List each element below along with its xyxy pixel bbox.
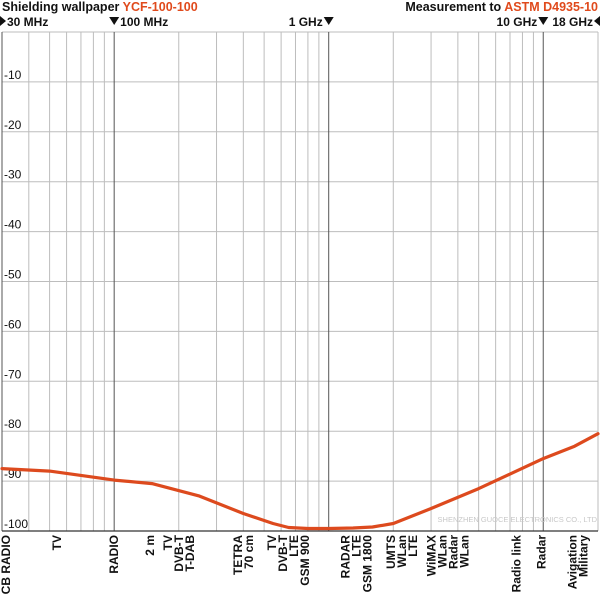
freq-marker-label: 18 GHz: [552, 15, 593, 29]
band-label: 2 m: [143, 535, 157, 556]
y-axis: -10-20-30-40-50-60-70-80-90-100: [4, 68, 28, 531]
header-model: YCF-100-100: [123, 0, 198, 14]
y-tick-label: -10: [4, 68, 22, 82]
band-label-line: LTE: [406, 535, 420, 557]
y-tick-label: -100: [4, 517, 28, 531]
band-label-line: Military: [576, 535, 590, 577]
down-arrow-icon: [323, 17, 334, 25]
y-tick-label: -70: [4, 367, 22, 381]
band-label-line: WLan: [458, 535, 472, 568]
freq-marker: 30 MHz: [0, 15, 48, 29]
left-arrow-icon: [594, 16, 600, 26]
band-label: RADIO: [107, 535, 121, 574]
band-label-line: RADIO: [107, 535, 121, 574]
band-label-line: WLan: [395, 535, 409, 568]
band-label: Radio link: [509, 535, 523, 593]
y-tick-label: -60: [4, 317, 22, 331]
freq-marker-label: 1 GHz: [289, 15, 323, 29]
band-label-line: CB RADIO: [0, 535, 13, 594]
band-label-line: Radar: [447, 535, 461, 569]
band-label-line: TV: [50, 535, 64, 550]
band-label-line: LTE: [287, 535, 301, 557]
band-label-line: Avigation: [565, 535, 579, 589]
freq-marker-label: 10 GHz: [497, 15, 538, 29]
band-label-line: Radio link: [509, 535, 523, 593]
freq-marker: 18 GHz: [552, 15, 600, 29]
header-right-prefix: Measurement to: [405, 0, 504, 14]
y-tick-label: -50: [4, 268, 22, 282]
band-label-line: UMTS: [384, 535, 398, 569]
freq-marker: 10 GHz: [497, 15, 549, 29]
y-tick-label: -30: [4, 168, 22, 182]
band-label-line: LTE: [350, 535, 364, 557]
freq-marker-label: 100 MHz: [120, 15, 168, 29]
header-left-prefix: Shielding wallpaper: [2, 0, 123, 14]
band-label-line: WiMAX: [425, 535, 439, 576]
band-label-line: 70 cm: [242, 535, 256, 569]
band-label-line: DVB-T: [276, 534, 290, 571]
band-label: CB RADIO: [0, 535, 13, 594]
band-label-line: RADAR: [339, 535, 353, 579]
band-label-line: DVB-T: [172, 534, 186, 571]
band-label-line: TETRA: [231, 535, 245, 575]
band-label: TV: [50, 535, 64, 550]
y-tick-label: -40: [4, 218, 22, 232]
header-left: Shielding wallpaper YCF-100-100: [2, 0, 198, 14]
band-label-line: GSM 1800: [361, 535, 375, 593]
frequency-markers: 30 MHz 100 MHz 1 GHz 10 GHz 18 GHz: [0, 15, 600, 29]
down-arrow-icon: [109, 17, 120, 25]
y-tick-label: -80: [4, 417, 22, 431]
header-standard: ASTM D4935-10: [504, 0, 598, 14]
right-arrow-icon: [0, 16, 6, 26]
attenuation-curve: [0, 432, 600, 531]
band-label-line: 2 m: [143, 535, 157, 556]
band-label-line: TV: [265, 535, 279, 550]
watermark: SHENZHEN GUOCE ELECTRONICS CO., LTD: [438, 515, 598, 524]
y-tick-label: -20: [4, 118, 22, 132]
band-label-line: GSM 900: [298, 535, 312, 586]
freq-marker: 100 MHz: [109, 15, 168, 29]
down-arrow-icon: [538, 17, 549, 25]
band-label-line: TV: [161, 535, 175, 550]
band-label-line: WLan: [436, 535, 450, 568]
freq-marker-label: 30 MHz: [7, 15, 48, 29]
freq-marker: 1 GHz: [289, 15, 334, 29]
grid: [1, 31, 599, 532]
band-label-line: Radar: [534, 535, 548, 569]
band-label-line: T-DAB: [183, 535, 197, 572]
header-right: Measurement to ASTM D4935-10: [405, 0, 598, 14]
band-label: Radar: [534, 535, 548, 569]
